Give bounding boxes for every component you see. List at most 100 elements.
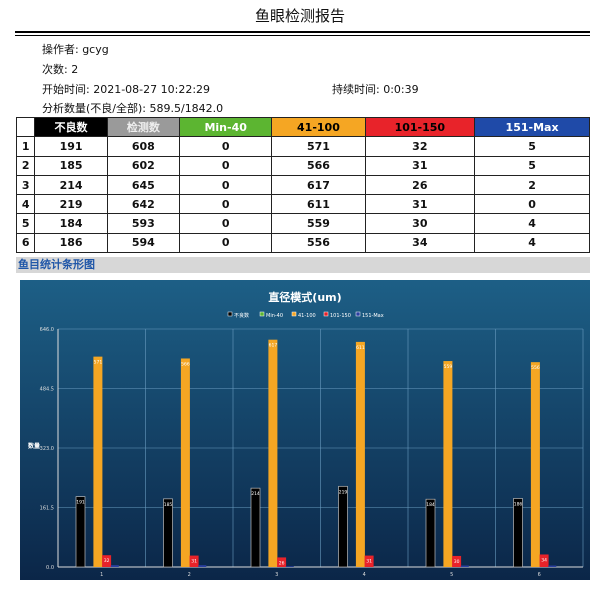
bar (460, 565, 469, 567)
table-row: 2 185 602 0 566 31 5 (15, 155, 590, 176)
x-tick-label: 4 (363, 572, 366, 578)
table-row: 3 214 645 0 617 26 2 (15, 174, 590, 196)
column-header: 151-Max (474, 116, 590, 138)
table-cell: 5 (474, 136, 590, 157)
table-cell: 571 (271, 136, 366, 157)
table-cell: 2 (474, 174, 590, 196)
legend-swatch (323, 311, 329, 317)
bar-value-label: 566 (181, 361, 190, 367)
table-cell: 26 (364, 174, 476, 196)
report-title: 鱼眼检测报告 (254, 7, 345, 25)
table-cell: 3 (15, 174, 36, 196)
bar-value-label: 186 (514, 501, 523, 507)
table-cell: 559 (271, 213, 366, 234)
bar (268, 339, 278, 567)
bar-value-label: 191 (76, 500, 85, 506)
x-tick-label: 1 (100, 572, 103, 578)
table-cell: 184 (34, 213, 108, 234)
table-cell: 5 (15, 213, 36, 234)
y-tick-label: 646.0 (40, 327, 54, 333)
table-cell: 6 (15, 232, 36, 254)
legend-label: 151-Max (362, 313, 384, 319)
table-cell: 602 (106, 155, 181, 176)
y-tick-label: 0.0 (46, 565, 54, 571)
table-cell: 219 (34, 194, 108, 215)
table-cell: 1 (15, 136, 36, 157)
bar-value-label: 32 (104, 558, 110, 564)
y-tick-label: 484.5 (40, 387, 54, 393)
column-header: 41-100 (271, 116, 366, 138)
bar (75, 496, 86, 568)
table-cell: 556 (271, 232, 366, 254)
bar-value-label: 34 (541, 557, 547, 563)
bar-value-label: 611 (356, 345, 365, 351)
table-cell: 642 (106, 194, 181, 215)
bar-value-label: 214 (251, 491, 260, 497)
table-cell: 31 (364, 155, 476, 176)
bar-value-label: 617 (269, 343, 278, 349)
results-table: 不良数 检测数 Min-40 41-100 101-150 151-Max 1 191 608… (15, 116, 590, 254)
table-cell: 5 (474, 155, 590, 176)
table-cell: 0 (178, 194, 273, 215)
bar-chart: 直径模式(um) 不良数 Min-40 41-100 101-150 151-Max 0.0… (20, 280, 590, 580)
table-cell: 611 (271, 194, 366, 215)
table-cell: 566 (271, 155, 366, 176)
bar (189, 555, 199, 567)
column-header: 检测数 (106, 116, 181, 138)
bar-value-label: 184 (426, 502, 435, 508)
table-cell: 4 (15, 194, 36, 215)
bar (277, 557, 287, 567)
table-row: 4 219 642 0 611 31 0 (15, 194, 590, 215)
table-cell: 186 (34, 232, 108, 254)
table-row: 5 184 593 0 559 30 4 (15, 213, 590, 234)
bar-value-label: 30 (454, 559, 460, 565)
table-cell: 593 (106, 213, 181, 234)
table-cell: 185 (34, 155, 108, 176)
table-row: 1 191 608 0 571 32 5 (15, 136, 590, 157)
bar-value-label: 31 (191, 559, 197, 565)
table-cell: 2 (15, 155, 36, 176)
operator-text: 操作者: gcyg (42, 43, 109, 56)
analysis-count-text: 分析数量(不良/全部): 589.5/1842.0 (42, 102, 224, 115)
bar-value-label: 219 (339, 489, 348, 495)
y-tick-label: 323.0 (40, 446, 54, 452)
bar-value-label: 31 (366, 559, 372, 565)
table-cell: 594 (106, 232, 181, 254)
x-tick-label: 2 (188, 572, 191, 578)
legend-label: 41-100 (298, 313, 316, 319)
bar (530, 362, 540, 567)
bar-value-label: 556 (531, 365, 540, 371)
bar (425, 498, 436, 568)
y-tick-label: 161.5 (40, 506, 54, 512)
bar (443, 361, 453, 567)
legend-swatch (355, 311, 361, 317)
table-cell: 191 (34, 136, 108, 157)
bar (163, 498, 173, 568)
column-header: Min-40 (178, 116, 273, 138)
bar (250, 487, 261, 568)
bar (198, 565, 207, 567)
table-cell: 32 (364, 136, 476, 157)
bar (93, 356, 103, 567)
chart-title: 直径模式(um) (268, 290, 341, 304)
bar (102, 555, 112, 567)
column-header: 101-150 (364, 116, 476, 138)
bar (338, 485, 348, 568)
bar-value-label: 571 (94, 360, 103, 366)
column-header (15, 116, 36, 138)
legend-swatch (259, 311, 265, 317)
bar-value-label: 559 (444, 364, 453, 370)
table-cell: 0 (178, 174, 273, 196)
x-tick-label: 6 (538, 572, 541, 578)
bar (452, 555, 462, 567)
start-time-text: 开始时间: 2021-08-27 10:22:29 (42, 83, 211, 96)
x-tick-label: 3 (275, 572, 278, 578)
legend-swatch (227, 311, 233, 317)
table-cell: 0 (178, 155, 273, 176)
column-header: 不良数 (34, 116, 108, 138)
legend-label: Min-40 (266, 313, 283, 319)
table-cell: 214 (34, 174, 108, 196)
table-cell: 34 (364, 232, 476, 254)
table-cell: 0 (178, 232, 273, 254)
table-row: 6 186 594 0 556 34 4 (15, 232, 590, 254)
